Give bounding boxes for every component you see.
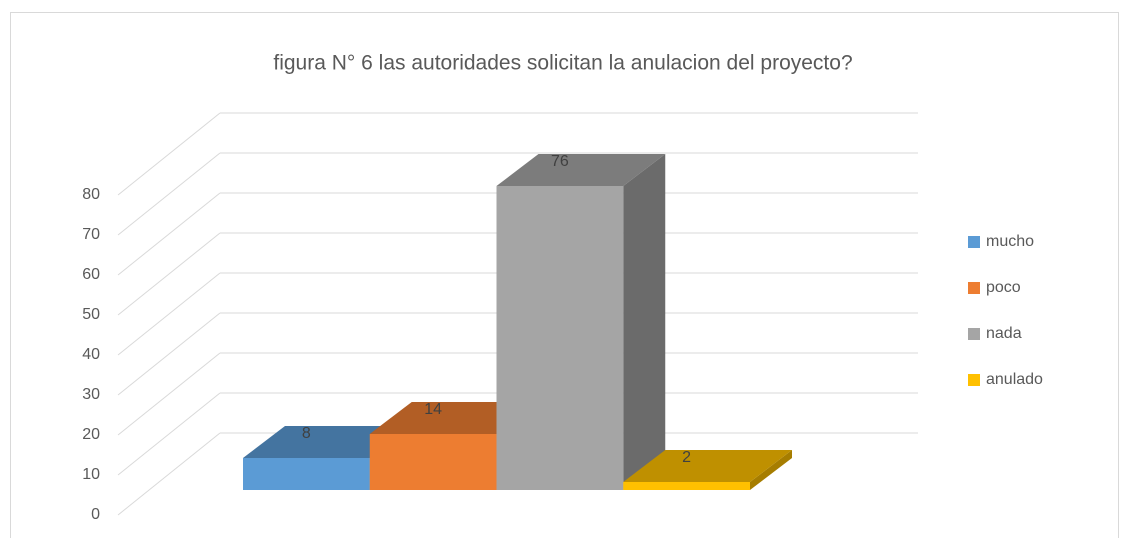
legend-label: anulado — [986, 371, 1043, 388]
grid-line — [117, 112, 221, 196]
grid-line — [117, 272, 221, 356]
legend-swatch — [968, 374, 980, 386]
bar-top — [496, 154, 666, 186]
legend-swatch — [968, 236, 980, 248]
bar — [623, 482, 750, 490]
bar — [369, 434, 497, 490]
y-tick-label: 60 — [82, 266, 100, 283]
data-label: 14 — [424, 401, 442, 418]
y-tick-label: 0 — [91, 506, 100, 523]
y-tick-label: 80 — [82, 186, 100, 203]
y-tick-label: 20 — [82, 426, 100, 443]
data-label: 2 — [682, 449, 691, 466]
legend-swatch — [968, 282, 980, 294]
bar — [243, 458, 370, 490]
bar-top — [623, 450, 792, 482]
grid-line — [117, 232, 221, 316]
data-label: 76 — [551, 153, 569, 170]
legend-label: nada — [986, 325, 1022, 342]
legend-label: mucho — [986, 233, 1034, 250]
grid-line — [117, 312, 221, 396]
legend-label: poco — [986, 279, 1021, 296]
bar — [496, 186, 624, 490]
grid-line — [117, 432, 221, 516]
y-tick-label: 30 — [82, 386, 100, 403]
legend-swatch — [968, 328, 980, 340]
y-tick-label: 50 — [82, 306, 100, 323]
bar-top — [369, 402, 539, 434]
bar-side — [623, 154, 666, 490]
grid-line — [117, 352, 221, 436]
bar-side — [750, 450, 792, 490]
grid-line — [117, 192, 221, 276]
y-tick-label: 70 — [82, 226, 100, 243]
bar-top — [243, 426, 412, 458]
grid-line — [117, 392, 221, 476]
data-label: 8 — [302, 425, 311, 442]
y-tick-label: 40 — [82, 346, 100, 363]
grid-line — [117, 152, 221, 236]
y-tick-label: 10 — [82, 466, 100, 483]
chart-title: figura N° 6 las autoridades solicitan la… — [273, 52, 852, 75]
